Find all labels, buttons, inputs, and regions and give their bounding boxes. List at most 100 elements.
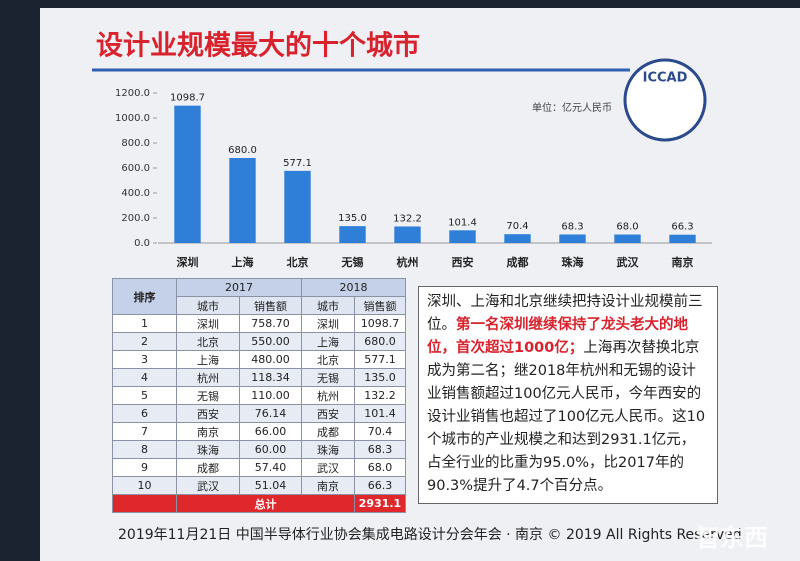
- table-cell: 66.3: [354, 476, 406, 495]
- table-cell: 68.3: [354, 440, 406, 459]
- table-cell: 无锡: [301, 368, 355, 387]
- x-tick-label: 武汉: [617, 255, 640, 269]
- bar: [559, 234, 586, 243]
- table-row: 7 南京 66.00 成都 70.4: [112, 422, 406, 441]
- bar: [669, 234, 696, 243]
- total-cell: [112, 494, 177, 513]
- table-cell: 10: [112, 476, 177, 495]
- bar: [229, 158, 256, 243]
- table-row: 3 上海 480.00 北京 577.1: [112, 350, 406, 369]
- table-cell: 132.2: [354, 386, 406, 405]
- y-tick-label: 200.0: [121, 213, 150, 224]
- table-cell: 9: [112, 458, 177, 477]
- table-cell: 70.4: [354, 422, 406, 441]
- table-cell: 480.00: [239, 350, 302, 369]
- header-cell: 2018: [301, 278, 406, 297]
- watermark: 智东西: [696, 524, 768, 552]
- table-cell: 南京: [301, 476, 355, 495]
- bar: [174, 105, 201, 243]
- table-cell: 上海: [301, 332, 355, 351]
- table-row: 2 北京 550.00 上海 680.0: [112, 332, 406, 351]
- x-tick-label: 南京: [672, 255, 694, 269]
- bar: [394, 226, 421, 243]
- chart-title: 设计业规模最大的十个城市: [96, 30, 420, 62]
- value-label: 68.3: [561, 221, 583, 232]
- table-cell: 深圳: [301, 314, 355, 333]
- table-cell: 577.1: [354, 350, 406, 369]
- table-cell: 118.34: [239, 368, 302, 387]
- table-cell: 上海: [176, 350, 240, 369]
- table-cell: 北京: [301, 350, 355, 369]
- subheader-cell: 城市: [301, 296, 355, 315]
- subheader-cell: 销售额: [239, 296, 302, 315]
- data-table: 排序 2017 2018 城市 销售额 城市 销售额 1 深圳 758.70 深圳 1098.7 2 北京…: [112, 278, 406, 513]
- table-cell: 101.4: [354, 404, 406, 423]
- table-cell: 武汉: [301, 458, 355, 477]
- text-box: 深圳、上海和北京继续把持设计业规模前三位。第一名深圳继续保持了龙头老大的地位，首…: [418, 286, 718, 504]
- table-cell: 3: [112, 350, 177, 369]
- x-tick-label: 无锡: [341, 255, 364, 269]
- table-cell: 1: [112, 314, 177, 333]
- table-cell: 杭州: [301, 386, 355, 405]
- value-label: 577.1: [283, 158, 312, 169]
- table-cell: 珠海: [176, 440, 240, 459]
- table-row: 10 武汉 51.04 南京 66.3: [112, 476, 406, 495]
- y-tick-label: 800.0: [121, 138, 150, 149]
- table-cell: 110.00: [239, 386, 302, 405]
- table-cell: 5: [112, 386, 177, 405]
- text-segment: 上海再次替换北京成为第二名；继2018年杭州和无锡的设计业销售额超过100亿元人…: [427, 340, 706, 494]
- table-cell: 武汉: [176, 476, 240, 495]
- table-cell: 66.00: [239, 422, 302, 441]
- table-cell: 珠海: [301, 440, 355, 459]
- value-label: 132.2: [393, 213, 422, 224]
- total-value: 2931.1: [354, 494, 406, 513]
- logo-circle: [623, 58, 707, 142]
- table-cell: 南京: [176, 422, 240, 441]
- text-segment: 第一名深圳继续保持了龙头老大的地位，首次超过1000亿；: [427, 317, 688, 356]
- table-cell: 135.0: [354, 368, 406, 387]
- y-tick-label: 1200.0: [115, 88, 150, 99]
- value-label: 680.0: [228, 145, 257, 156]
- value-label: 1098.7: [170, 93, 205, 104]
- table-cell: 1098.7: [354, 314, 406, 333]
- table-cell: 西安: [301, 404, 355, 423]
- table-cell: 76.14: [239, 404, 302, 423]
- x-tick-label: 北京: [287, 255, 309, 269]
- bar: [284, 170, 311, 243]
- table-row: 8 珠海 60.00 珠海 68.3: [112, 440, 406, 459]
- footer: 2019年11月21日 中国半导体行业协会集成电路设计分会年会 · 南京 © 2…: [118, 527, 742, 543]
- x-tick-label: 西安: [452, 255, 474, 269]
- x-tick-label: 珠海: [562, 255, 584, 269]
- total-label: 总计: [176, 494, 355, 513]
- x-tick-label: 杭州: [397, 255, 419, 269]
- unit-label: 单位：亿元人民币: [532, 101, 612, 114]
- table-row: 9 成都 57.40 武汉 68.0: [112, 458, 406, 477]
- value-label: 68.0: [616, 222, 638, 233]
- total-row: 总计 2931.1: [112, 494, 406, 513]
- bar: [504, 234, 531, 243]
- y-tick-label: 400.0: [121, 188, 150, 199]
- text-segment: 深圳、上海和北京继续把持设计业规模前三位。: [427, 294, 703, 333]
- header-row: 排序 2017 2018: [112, 278, 406, 315]
- header-cell: 排序: [112, 278, 177, 315]
- table-row: 6 西安 76.14 西安 101.4: [112, 404, 406, 423]
- table-cell: 68.0: [354, 458, 406, 477]
- table-row: 4 杭州 118.34 无锡 135.0: [112, 368, 406, 387]
- table-cell: 成都: [176, 458, 240, 477]
- table-row: 1 深圳 758.70 深圳 1098.7: [112, 314, 406, 333]
- table-cell: 758.70: [239, 314, 302, 333]
- table-cell: 成都: [301, 422, 355, 441]
- value-label: 70.4: [506, 221, 528, 232]
- logo-text: ICCAD: [643, 71, 688, 86]
- y-tick-label: 0.0: [134, 238, 150, 249]
- table-cell: 西安: [176, 404, 240, 423]
- subheader-cell: 城市: [176, 296, 240, 315]
- table-cell: 680.0: [354, 332, 406, 351]
- table-row: 5 无锡 110.00 杭州 132.2: [112, 386, 406, 405]
- value-label: 66.3: [671, 222, 693, 233]
- table-cell: 60.00: [239, 440, 302, 459]
- table-cell: 北京: [176, 332, 240, 351]
- table-cell: 6: [112, 404, 177, 423]
